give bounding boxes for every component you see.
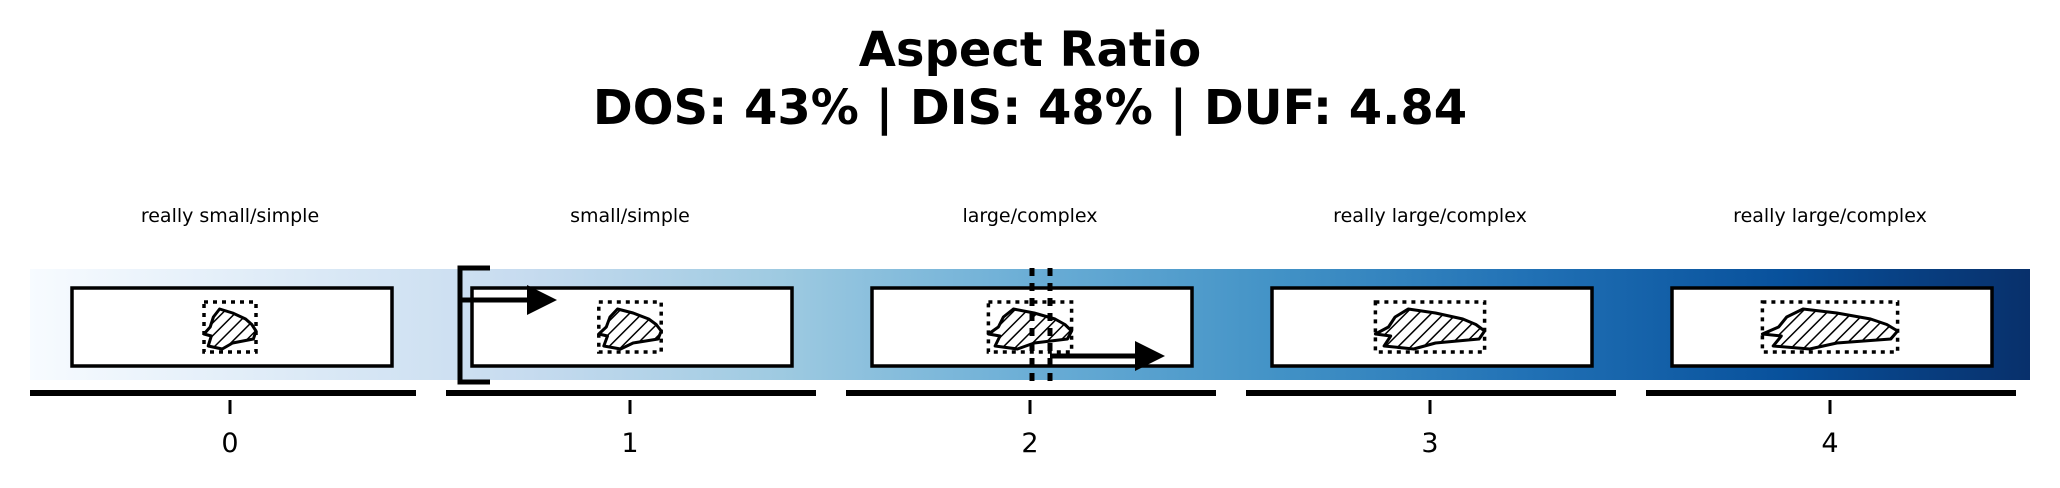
bin-1: small/simple 1 (446, 205, 816, 459)
bounding-box (202, 300, 258, 354)
bin-label: really small/simple (141, 205, 319, 227)
bin-label: really large/complex (1333, 205, 1527, 227)
bin-label: large/complex (962, 205, 1097, 227)
bounding-box (1373, 300, 1487, 354)
bin-label: small/simple (570, 205, 690, 227)
bounding-box (986, 300, 1074, 354)
hatched-shape (1373, 307, 1487, 351)
hatched-shape (1760, 307, 1900, 351)
tick-label: 1 (621, 428, 638, 459)
bins-layer: really small/simple 0 small/simple 1 large/c… (30, 205, 2016, 459)
bounding-box (1760, 300, 1900, 354)
bin-0: really small/simple 0 (30, 205, 416, 459)
bin-3: really large/complex 3 (1246, 205, 1616, 459)
tick-label: 3 (1421, 428, 1438, 459)
tick-label: 2 (1021, 428, 1038, 459)
tick-label: 4 (1821, 428, 1838, 459)
hatched-shape (202, 307, 258, 351)
bin-label: really large/complex (1733, 205, 1927, 227)
markers-layer (457, 265, 1165, 385)
figure-subtitle: DOS: 43% | DIS: 48% | DUF: 4.84 (593, 80, 1467, 136)
figure-title: Aspect Ratio (859, 22, 1201, 78)
hatched-shape (597, 307, 663, 351)
bounding-box (597, 300, 663, 354)
tick-label: 0 (221, 428, 238, 459)
bracket-marker (457, 265, 490, 385)
bin-4: really large/complex 4 (1646, 205, 2016, 459)
